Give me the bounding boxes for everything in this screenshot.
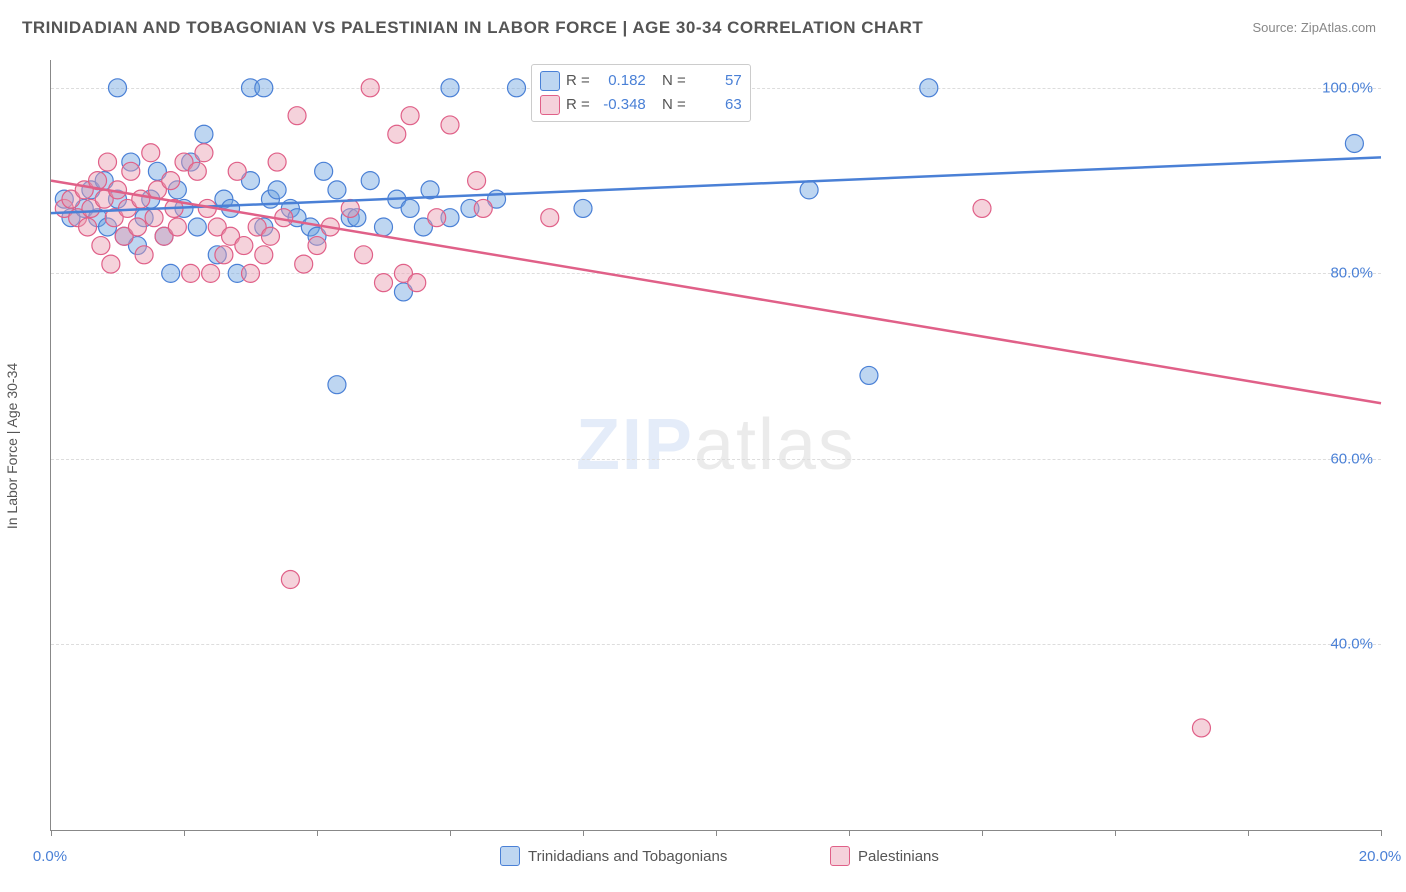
data-point <box>474 199 492 217</box>
data-point <box>132 190 150 208</box>
chart-svg <box>51 60 1381 830</box>
data-point <box>255 246 273 264</box>
data-point <box>109 79 127 97</box>
data-point <box>162 264 180 282</box>
data-point <box>195 125 213 143</box>
data-point <box>401 199 419 217</box>
data-point <box>315 162 333 180</box>
swatch-series1-bottom <box>500 846 520 866</box>
data-point <box>355 246 373 264</box>
plot-area: ZIPatlas 40.0%60.0%80.0%100.0% R = 0.182… <box>50 60 1381 831</box>
n-label: N = <box>662 93 686 117</box>
data-point <box>79 218 97 236</box>
swatch-series1 <box>540 71 560 91</box>
data-point <box>188 218 206 236</box>
data-point <box>128 218 146 236</box>
data-point <box>288 107 306 125</box>
data-point <box>215 246 233 264</box>
swatch-series2 <box>540 95 560 115</box>
data-point <box>122 162 140 180</box>
data-point <box>388 125 406 143</box>
data-point <box>328 181 346 199</box>
r-label: R = <box>566 69 590 93</box>
data-point <box>441 79 459 97</box>
r-value-series1: 0.182 <box>596 69 646 93</box>
data-point <box>268 181 286 199</box>
stats-row-series2: R = -0.348 N = 63 <box>540 93 742 117</box>
stats-row-series1: R = 0.182 N = 57 <box>540 69 742 93</box>
data-point <box>182 264 200 282</box>
bottom-legend-series1: Trinidadians and Tobagonians <box>500 846 727 866</box>
data-point <box>860 366 878 384</box>
data-point <box>195 144 213 162</box>
data-point <box>255 79 273 97</box>
data-point <box>295 255 313 273</box>
n-label: N = <box>662 69 686 93</box>
data-point <box>92 237 110 255</box>
data-point <box>261 227 279 245</box>
data-point <box>99 153 117 171</box>
data-point <box>235 237 253 255</box>
data-point <box>341 199 359 217</box>
swatch-series2-bottom <box>830 846 850 866</box>
data-point <box>1345 134 1363 152</box>
legend-label-series2: Palestinians <box>858 848 939 865</box>
data-point <box>800 181 818 199</box>
data-point <box>408 274 426 292</box>
legend-label-series1: Trinidadians and Tobagonians <box>528 848 727 865</box>
data-point <box>508 79 526 97</box>
y-axis-label: In Labor Force | Age 30-34 <box>4 363 20 529</box>
data-point <box>428 209 446 227</box>
trend-line <box>51 181 1381 404</box>
data-point <box>142 144 160 162</box>
data-point <box>973 199 991 217</box>
bottom-legend-series2: Palestinians <box>830 846 939 866</box>
data-point <box>361 172 379 190</box>
data-point <box>361 79 379 97</box>
data-point <box>541 209 559 227</box>
r-label: R = <box>566 93 590 117</box>
data-point <box>102 255 120 273</box>
data-point <box>168 218 186 236</box>
data-point <box>135 246 153 264</box>
data-point <box>268 153 286 171</box>
data-point <box>920 79 938 97</box>
chart-title: TRINIDADIAN AND TOBAGONIAN VS PALESTINIA… <box>22 18 923 38</box>
n-value-series1: 57 <box>692 69 742 93</box>
n-value-series2: 63 <box>692 93 742 117</box>
r-value-series2: -0.348 <box>596 93 646 117</box>
data-point <box>162 172 180 190</box>
data-point <box>145 209 163 227</box>
data-point <box>281 571 299 589</box>
stats-legend-box: R = 0.182 N = 57 R = -0.348 N = 63 <box>531 64 751 122</box>
x-tick-label-min: 0.0% <box>33 848 67 865</box>
data-point <box>441 116 459 134</box>
data-point <box>242 264 260 282</box>
data-point <box>1192 719 1210 737</box>
data-point <box>375 218 393 236</box>
data-point <box>188 162 206 180</box>
data-point <box>228 162 246 180</box>
data-point <box>328 376 346 394</box>
data-point <box>375 274 393 292</box>
data-point <box>468 172 486 190</box>
x-tick-label-max: 20.0% <box>1359 848 1402 865</box>
source-label: Source: ZipAtlas.com <box>1252 20 1376 35</box>
data-point <box>308 237 326 255</box>
data-point <box>401 107 419 125</box>
data-point <box>202 264 220 282</box>
data-point <box>574 199 592 217</box>
